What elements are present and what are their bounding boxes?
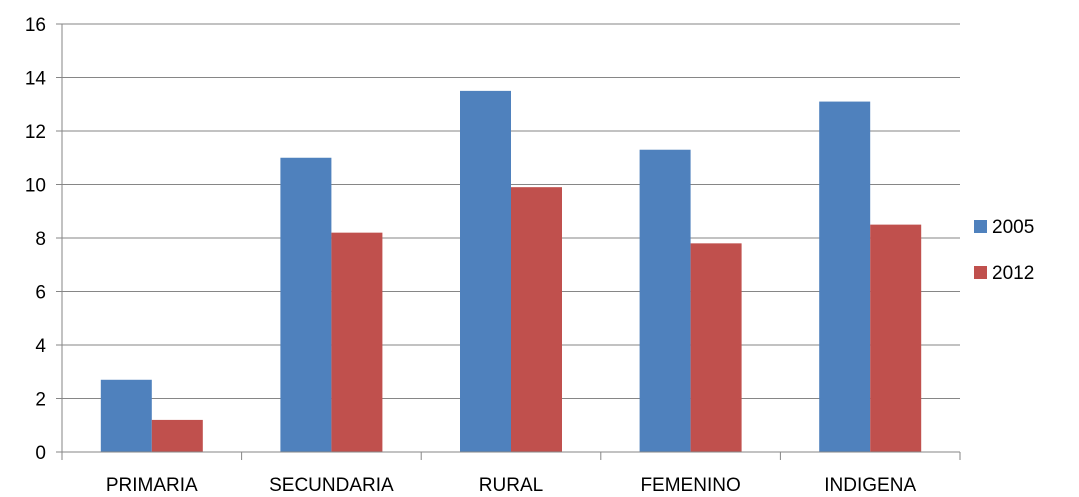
legend: 2005 2012: [974, 217, 1034, 284]
x-axis-category-label: SECUNDARIA: [269, 475, 394, 496]
legend-label-2005: 2005: [992, 217, 1034, 238]
x-axis-category-label: PRIMARIA: [106, 475, 198, 496]
x-axis-category-label: RURAL: [479, 475, 543, 496]
y-axis-tick-label: 4: [35, 336, 46, 357]
legend-label-2012: 2012: [992, 263, 1034, 284]
x-axis-category-labels: PRIMARIA SECUNDARIA RURAL FEMENINO INDIGENA: [106, 475, 917, 496]
y-axis-tick-label: 14: [25, 69, 47, 90]
y-axis-tick-label: 8: [35, 229, 46, 250]
y-axis-tick-label: 16: [25, 15, 46, 36]
bar-2005-rural: [460, 91, 511, 452]
legend-swatch-2005: [974, 220, 987, 233]
bar-2012-indigena: [870, 225, 921, 452]
x-axis-category-label: INDIGENA: [824, 475, 916, 496]
y-axis-tick-labels: 0 2 4 6 8 10 12 14 16: [25, 15, 47, 464]
legend-swatch-2012: [974, 266, 987, 279]
bar-2005-primaria: [101, 380, 152, 452]
bar-2005-indigena: [819, 102, 870, 452]
bars: [101, 91, 921, 452]
bar-2005-femenino: [640, 150, 691, 452]
y-axis-tick-label: 6: [35, 283, 46, 304]
bar-2012-primaria: [152, 420, 203, 452]
x-axis-category-label: FEMENINO: [640, 475, 740, 496]
bar-2012-secundaria: [331, 233, 382, 452]
y-axis-tick-label: 0: [35, 443, 46, 464]
y-axis-tick-label: 12: [25, 122, 46, 143]
y-axis-tick-label: 2: [35, 390, 46, 411]
bar-2012-femenino: [691, 243, 742, 452]
y-axis-tick-label: 10: [25, 176, 46, 197]
bar-2005-secundaria: [280, 158, 331, 452]
bar-2012-rural: [511, 187, 562, 452]
